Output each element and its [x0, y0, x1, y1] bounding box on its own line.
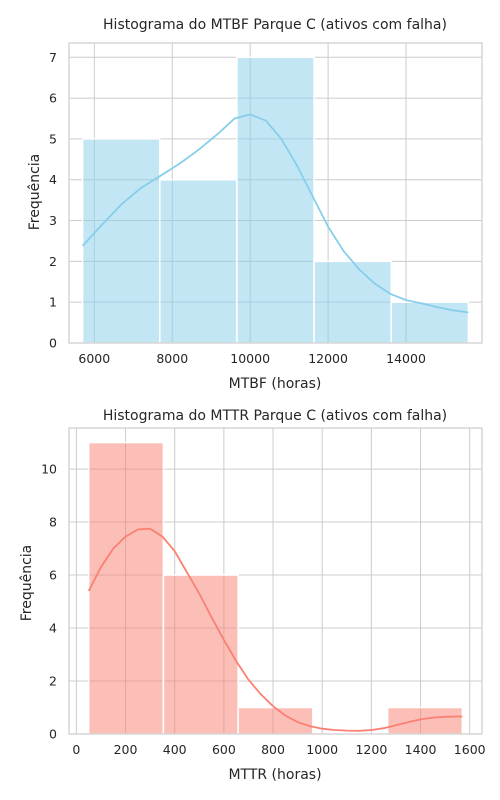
y-tick-label: 4 [49, 621, 57, 636]
y-tick-label: 1 [49, 295, 57, 310]
y-tick-label: 3 [49, 213, 57, 228]
kde-line [87, 527, 463, 732]
histogram-bar [386, 706, 464, 735]
histogram-bar [236, 56, 315, 344]
histogram-bar [87, 441, 165, 735]
histogram-bar [237, 706, 314, 735]
y-tick-label: 8 [49, 515, 57, 530]
x-tick-label: 14000 [386, 351, 426, 366]
x-tick-label: 800 [261, 742, 285, 757]
histogram-bar [159, 178, 238, 344]
x-tick-label: 600 [212, 742, 236, 757]
y-tick-label: 2 [49, 674, 57, 689]
histogram-bar [162, 574, 239, 735]
plot-frame [68, 42, 483, 344]
chart-title: Histograma do MTTR Parque C (ativos com … [103, 408, 447, 424]
x-tick-label: 6000 [78, 351, 110, 366]
y-tick-label: 4 [49, 172, 57, 187]
y-axis-label: Frequência [19, 545, 35, 622]
y-tick-label: 6 [49, 91, 57, 106]
x-tick-label: 1600 [454, 742, 486, 757]
histogram-bar [390, 301, 470, 344]
y-tick-label: 2 [49, 254, 57, 269]
x-tick-label: 1200 [355, 742, 387, 757]
mtbf-histogram-chart: Histograma do MTBF Parque C (ativos com … [27, 17, 483, 392]
y-tick-label: 5 [49, 131, 57, 146]
histogram-bar [313, 260, 392, 344]
x-tick-label: 12000 [308, 351, 348, 366]
x-tick-label: 0 [72, 742, 80, 757]
y-tick-label: 0 [49, 727, 57, 742]
y-tick-label: 10 [41, 462, 57, 477]
y-tick-label: 6 [49, 568, 57, 583]
y-axis-label: Frequência [27, 154, 43, 231]
y-tick-label: 7 [49, 50, 57, 65]
plot-frame [68, 427, 483, 735]
x-tick-label: 10000 [230, 351, 270, 366]
histogram-bar [81, 138, 161, 344]
kde-line [81, 113, 469, 314]
x-tick-label: 8000 [156, 351, 188, 366]
x-tick-label: 1000 [306, 742, 338, 757]
x-axis-label: MTTR (horas) [228, 767, 321, 783]
x-axis-label: MTBF (horas) [229, 376, 322, 392]
y-tick-label: 0 [49, 336, 57, 351]
x-tick-label: 400 [163, 742, 187, 757]
x-tick-label: 200 [114, 742, 138, 757]
mttr-histogram-chart: Histograma do MTTR Parque C (ativos com … [19, 408, 486, 783]
chart-title: Histograma do MTBF Parque C (ativos com … [103, 17, 447, 33]
x-tick-label: 1400 [405, 742, 437, 757]
